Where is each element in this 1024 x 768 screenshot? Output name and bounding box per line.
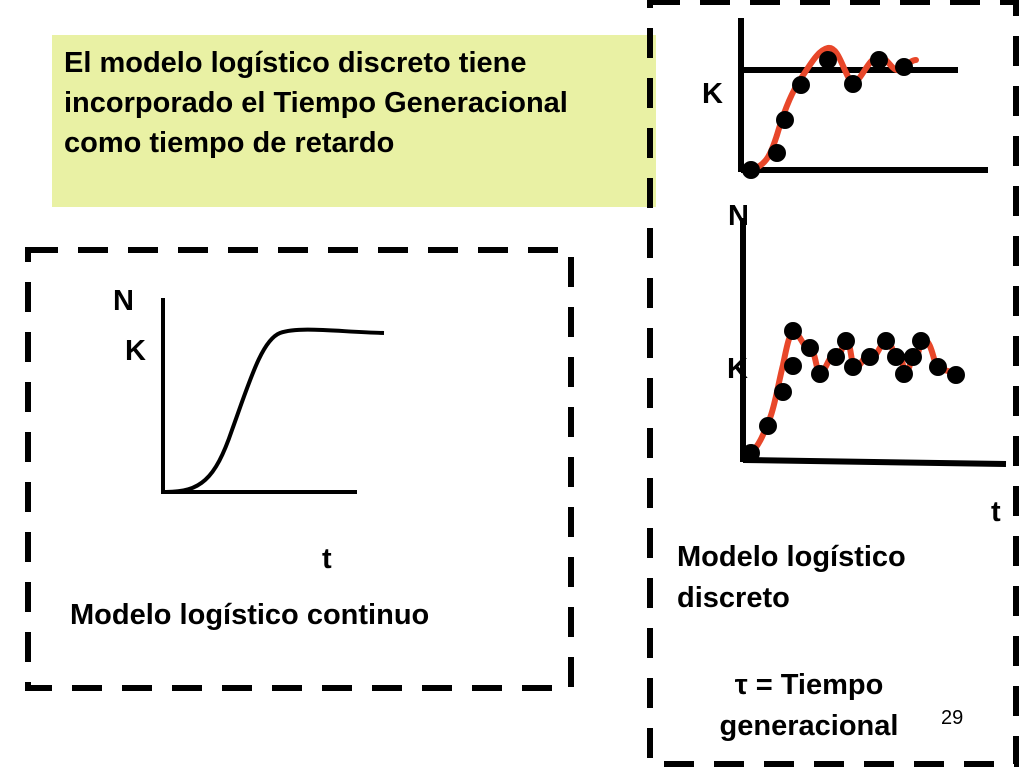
top-discrete-dots [742,51,913,179]
continuous-k-label: K [125,335,146,367]
page-number: 29 [941,707,964,729]
discrete-x-label: t [991,496,1001,528]
top-discrete-dot-5 [819,51,837,69]
bottom-discrete-dot-13 [887,348,905,366]
bottom-discrete-dots [742,322,965,462]
bottom-discrete-dot-1 [742,444,760,462]
tau-note: τ = Tiempo generacional [719,669,899,742]
bottom-x-axis [742,457,1007,467]
continuous-x-label: t [322,543,332,575]
bottom-discrete-dot-6 [801,339,819,357]
bottom-discrete-dot-3 [774,383,792,401]
bottom-discrete-dot-10 [844,358,862,376]
bottom-discrete-dot-14 [895,365,913,383]
bottom-discrete-dot-5 [784,357,802,375]
discrete-caption: Modelo logístico discreto [677,541,906,614]
bottom-discrete-dot-4 [784,322,802,340]
top-discrete-dot-8 [895,58,913,76]
continuous-y-label: N [113,285,134,317]
top-discrete-dot-2 [768,144,786,162]
top-discrete-dot-4 [792,76,810,94]
top-discrete-dot-1 [742,161,760,179]
bottom-discrete-dot-2 [759,417,777,435]
continuous-caption: Modelo logístico continuo [70,599,430,631]
top-discrete-dot-7 [870,51,888,69]
bottom-discrete-dot-15 [904,348,922,366]
discrete-y-label: N [728,200,749,232]
top-k-label: K [702,78,723,110]
discrete-frame [647,0,1019,767]
continuous-frame [25,247,574,691]
bottom-discrete-dot-7 [811,365,829,383]
bottom-discrete-dot-17 [929,358,947,376]
bottom-discrete-dot-8 [827,348,845,366]
note-box: El modelo logístico discreto tiene incor… [52,35,656,207]
bottom-k-label: K [727,353,748,385]
bottom-discrete-dot-11 [861,348,879,366]
bottom-discrete-dot-12 [877,332,895,350]
continuous-curve [165,327,385,494]
bottom-discrete-dot-9 [837,332,855,350]
top-discrete-dot-6 [844,75,862,93]
top-discrete-dot-3 [776,111,794,129]
bottom-discrete-dot-18 [947,366,965,384]
note-text: El modelo logístico discreto tiene incor… [64,47,568,159]
bottom-discrete-dot-16 [912,332,930,350]
